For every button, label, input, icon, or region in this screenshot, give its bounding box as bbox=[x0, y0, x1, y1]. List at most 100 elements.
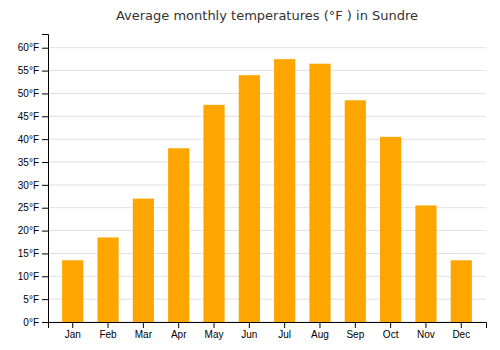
y-tick-mark bbox=[42, 162, 48, 163]
x-tick: May bbox=[205, 322, 224, 340]
x-tick-mark bbox=[319, 322, 320, 328]
y-tick-label: 10°F bbox=[18, 271, 39, 282]
y-tick: 35°F bbox=[18, 157, 48, 168]
x-tick-label: Aug bbox=[311, 329, 329, 340]
bar bbox=[415, 205, 436, 322]
grid bbox=[48, 48, 486, 322]
y-tick-mark bbox=[42, 48, 48, 49]
y-tick-mark bbox=[42, 276, 48, 277]
x-axis: Jan Feb Mar Apr May Jun Jul Aug Sep Oct Nov Dec bbox=[49, 322, 487, 340]
y-tick: 30°F bbox=[18, 180, 48, 191]
x-tick-mark bbox=[108, 322, 109, 328]
grid-line bbox=[48, 93, 486, 94]
bar bbox=[380, 137, 401, 322]
y-tick: 0°F bbox=[23, 317, 48, 328]
x-tick-label: Jan bbox=[65, 329, 81, 340]
y-tick: 5°F bbox=[23, 294, 48, 305]
y-tick-label: 45°F bbox=[18, 111, 39, 122]
x-tick-mark bbox=[178, 322, 179, 328]
x-tick: Dec bbox=[452, 322, 470, 340]
grid-line bbox=[48, 139, 486, 140]
bar bbox=[133, 199, 154, 322]
y-tick-mark bbox=[42, 208, 48, 209]
y-tick: 10°F bbox=[18, 271, 48, 282]
bar bbox=[62, 260, 83, 322]
y-tick: 40°F bbox=[18, 134, 48, 145]
y-tick-mark bbox=[42, 93, 48, 94]
x-tick: Feb bbox=[99, 322, 117, 340]
y-tick-mark bbox=[42, 299, 48, 300]
x-tick-label: Nov bbox=[417, 329, 435, 340]
x-tick: Aug bbox=[311, 322, 329, 340]
y-tick-label: 40°F bbox=[18, 134, 39, 145]
bar bbox=[97, 237, 118, 322]
x-tick: Oct bbox=[383, 322, 399, 340]
x-tick: Sep bbox=[346, 322, 364, 340]
x-tick-mark bbox=[249, 322, 250, 328]
y-tick-mark bbox=[42, 253, 48, 254]
y-tick-label: 55°F bbox=[18, 65, 39, 76]
x-tick-label: Mar bbox=[135, 329, 153, 340]
y-tick-label: 5°F bbox=[23, 294, 39, 305]
x-tick-label: Sep bbox=[346, 329, 364, 340]
grid-line bbox=[48, 116, 486, 117]
grid-line bbox=[48, 47, 486, 48]
y-tick-mark bbox=[42, 231, 48, 232]
y-tick-mark bbox=[42, 139, 48, 140]
x-tick: Jul bbox=[278, 322, 291, 340]
chart: Jan Feb Mar Apr May Jun Jul Aug Sep Oct Nov Dec 0°F 5… bbox=[0, 0, 500, 350]
x-tick-mark bbox=[72, 322, 73, 328]
x-tick-mark bbox=[214, 322, 215, 328]
y-tick-label: 60°F bbox=[18, 42, 39, 53]
y-tick: 45°F bbox=[18, 111, 48, 122]
x-tick-label: Dec bbox=[452, 329, 470, 340]
y-tick: 20°F bbox=[18, 225, 48, 236]
grid-line bbox=[48, 70, 486, 71]
x-tick-mark bbox=[355, 322, 356, 328]
y-tick-label: 15°F bbox=[18, 248, 39, 259]
x-tick-mark bbox=[390, 322, 391, 328]
grid-line bbox=[48, 184, 486, 185]
x-tick-label: Feb bbox=[99, 329, 117, 340]
y-tick-mark bbox=[42, 185, 48, 186]
x-tick-label: Apr bbox=[171, 329, 187, 340]
x-tick: Jun bbox=[241, 322, 257, 340]
bars bbox=[62, 59, 472, 322]
y-tick-label: 35°F bbox=[18, 157, 39, 168]
x-tick: Nov bbox=[417, 322, 435, 340]
y-tick-label: 20°F bbox=[18, 225, 39, 236]
x-tick: Mar bbox=[135, 322, 153, 340]
x-tick-mark bbox=[284, 322, 285, 328]
y-tick-label: 0°F bbox=[23, 317, 39, 328]
bar bbox=[168, 148, 189, 322]
y-tick-label: 50°F bbox=[18, 88, 39, 99]
y-tick: 60°F bbox=[18, 42, 48, 53]
x-tick-label: Jun bbox=[241, 329, 257, 340]
x-tick-mark bbox=[425, 322, 426, 328]
x-tick: Apr bbox=[171, 322, 187, 340]
y-tick-mark bbox=[42, 71, 48, 72]
x-tick-mark bbox=[143, 322, 144, 328]
y-tick-label: 25°F bbox=[18, 202, 39, 213]
bar bbox=[239, 75, 260, 322]
x-axis-line bbox=[49, 323, 487, 329]
x-tick-mark bbox=[461, 322, 462, 328]
bar bbox=[345, 100, 366, 322]
y-tick-mark bbox=[42, 116, 48, 117]
x-tick-label: Oct bbox=[383, 329, 399, 340]
bar bbox=[309, 64, 330, 322]
bar bbox=[451, 260, 472, 322]
y-tick: 15°F bbox=[18, 248, 48, 259]
y-axis: 0°F 5°F 10°F 15°F 20°F 25°F 30°F 35°F 40°F 45°F 50… bbox=[18, 35, 49, 328]
y-tick-label: 30°F bbox=[18, 180, 39, 191]
y-tick: 55°F bbox=[18, 65, 48, 76]
y-tick-mark bbox=[42, 322, 48, 323]
y-tick: 50°F bbox=[18, 88, 48, 99]
plot: Jan Feb Mar Apr May Jun Jul Aug Sep Oct Nov Dec 0°F 5… bbox=[18, 35, 487, 341]
y-tick: 25°F bbox=[18, 202, 48, 213]
x-tick-label: May bbox=[205, 329, 224, 340]
x-tick: Jan bbox=[65, 322, 81, 340]
bar bbox=[203, 105, 224, 322]
x-tick-label: Jul bbox=[278, 329, 291, 340]
title: Average monthly temperatures (°F ) in Su… bbox=[116, 8, 418, 23]
